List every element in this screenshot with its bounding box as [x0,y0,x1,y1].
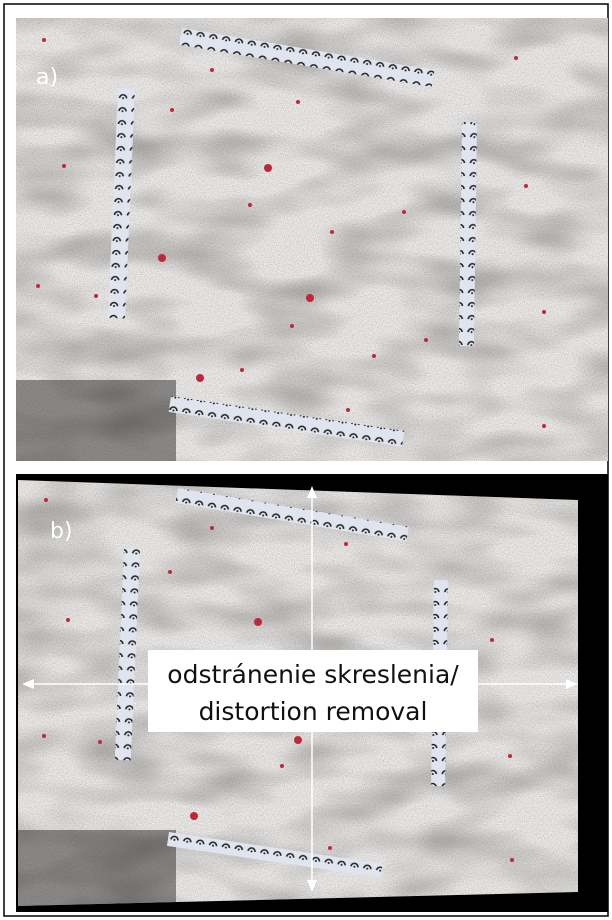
caption-line: odstránenie skreslenia/ [167,660,459,689]
caption-box [148,650,478,732]
panel-a: a) [16,18,608,461]
panel-label: b) [50,519,73,544]
panel-label: a) [36,65,58,90]
caption-line: distortion removal [199,697,428,726]
panel-b: b) odstránenie skreslenia/ distortion re… [16,474,608,912]
